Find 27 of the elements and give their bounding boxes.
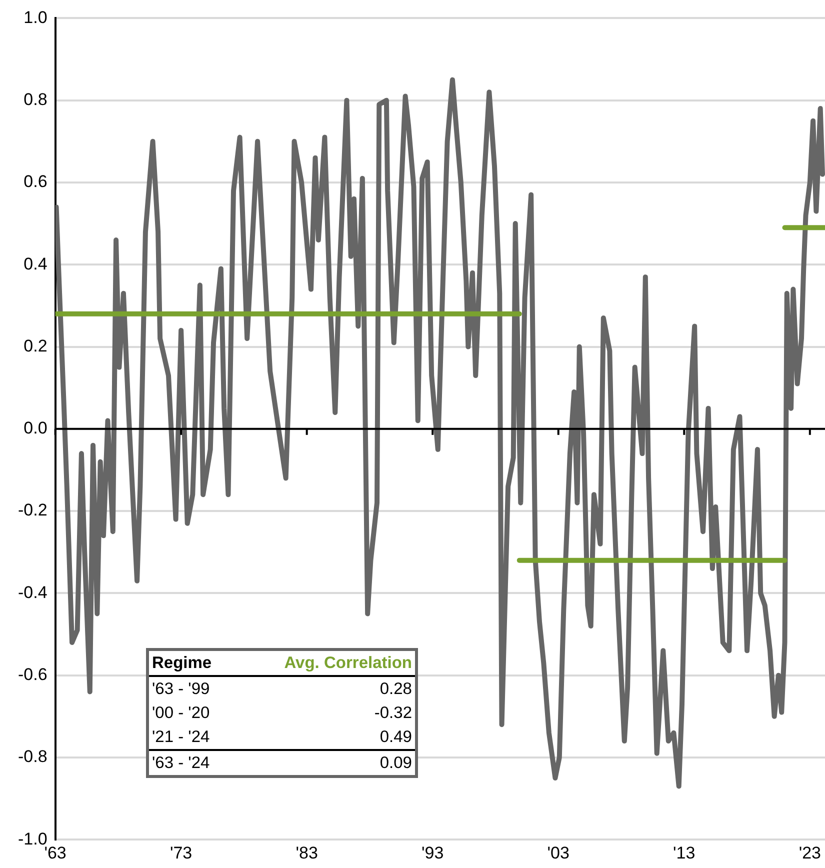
y-tick-label: -0.2 bbox=[18, 500, 48, 520]
y-tick-label: 1.0 bbox=[24, 8, 48, 27]
y-tick-label: -0.6 bbox=[18, 665, 48, 684]
annotation: 0.09 bbox=[236, 750, 416, 776]
y-tick-label: 0.2 bbox=[24, 336, 48, 356]
annotation: '21 - '24 bbox=[151, 727, 211, 748]
y-tick-label: 0.8 bbox=[24, 90, 48, 110]
x-tick-label: '73 bbox=[170, 843, 192, 862]
annotation: 0.49 bbox=[378, 727, 413, 748]
annotation: '00 - '20 bbox=[151, 703, 211, 724]
x-tick-label: '63 bbox=[44, 843, 66, 862]
annotation: 0.28 bbox=[378, 679, 413, 700]
x-tick-label: '03 bbox=[547, 843, 570, 862]
x-tick-label: '23 bbox=[798, 843, 821, 862]
annotation: Avg. Correlation bbox=[236, 650, 416, 676]
y-tick-label: -0.8 bbox=[18, 747, 48, 766]
x-tick-label: '93 bbox=[422, 843, 444, 862]
x-tick-label: '13 bbox=[673, 843, 696, 862]
annotation: Regime bbox=[148, 650, 237, 676]
annotation: '63 - '99 bbox=[151, 679, 211, 700]
y-tick-label: -0.4 bbox=[18, 582, 48, 602]
x-tick-label: '83 bbox=[296, 843, 318, 862]
y-tick-label: 0.0 bbox=[24, 418, 48, 438]
y-tick-label: 0.4 bbox=[24, 254, 48, 274]
annotation: '63 - '24 bbox=[148, 750, 237, 776]
annotation: -0.32 bbox=[373, 703, 413, 724]
y-tick-label: 0.6 bbox=[24, 172, 48, 192]
